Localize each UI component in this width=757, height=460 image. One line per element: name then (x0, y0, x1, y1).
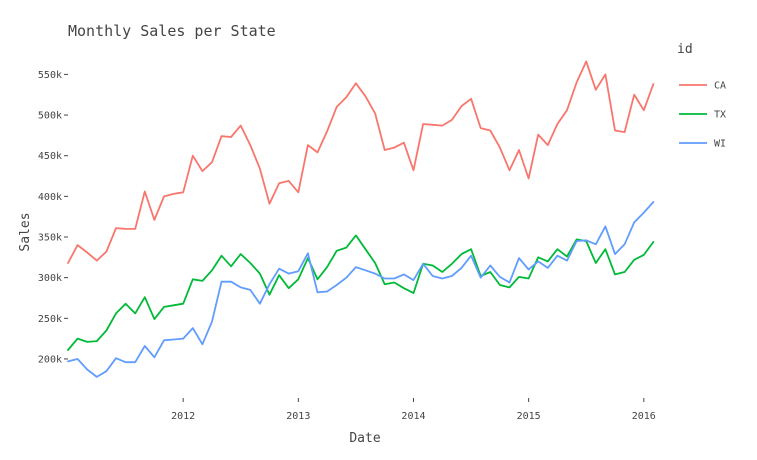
legend-label-ca: CA (714, 81, 726, 92)
y-tick-label: 550k (38, 70, 62, 81)
y-tick-label: 500k (38, 111, 62, 122)
y-axis-title: Sales (18, 212, 33, 251)
x-axis-title: Date (349, 431, 380, 446)
x-tick-label: 2014 (401, 411, 425, 422)
series-line-tx (67, 234, 655, 351)
plot-area (67, 60, 655, 378)
chart-title: Monthly Sales per State (68, 22, 276, 40)
legend-label-tx: TX (714, 110, 726, 121)
y-tick-label: 400k (38, 192, 62, 203)
series-line-wi (67, 201, 655, 378)
y-tick-label: 200k (38, 354, 62, 365)
y-tick-label: 350k (38, 233, 62, 244)
y-tick-label: 300k (38, 273, 62, 284)
series-line-ca (67, 60, 655, 264)
y-tick-label: 450k (38, 151, 62, 162)
x-axis: 2012 2013 2014 2015 2016 (171, 398, 656, 422)
x-tick-label: 2016 (632, 411, 656, 422)
y-axis: 200k 250k 300k 350k 400k 450k 500k 550k (38, 70, 68, 365)
legend-label-wi: WI (714, 139, 726, 150)
x-tick-label: 2013 (286, 411, 310, 422)
x-tick-label: 2012 (171, 411, 195, 422)
y-tick-label: 250k (38, 314, 62, 325)
x-tick-label: 2015 (517, 411, 541, 422)
legend-title: id (677, 42, 693, 57)
legend: id CA TX WI (677, 42, 726, 150)
